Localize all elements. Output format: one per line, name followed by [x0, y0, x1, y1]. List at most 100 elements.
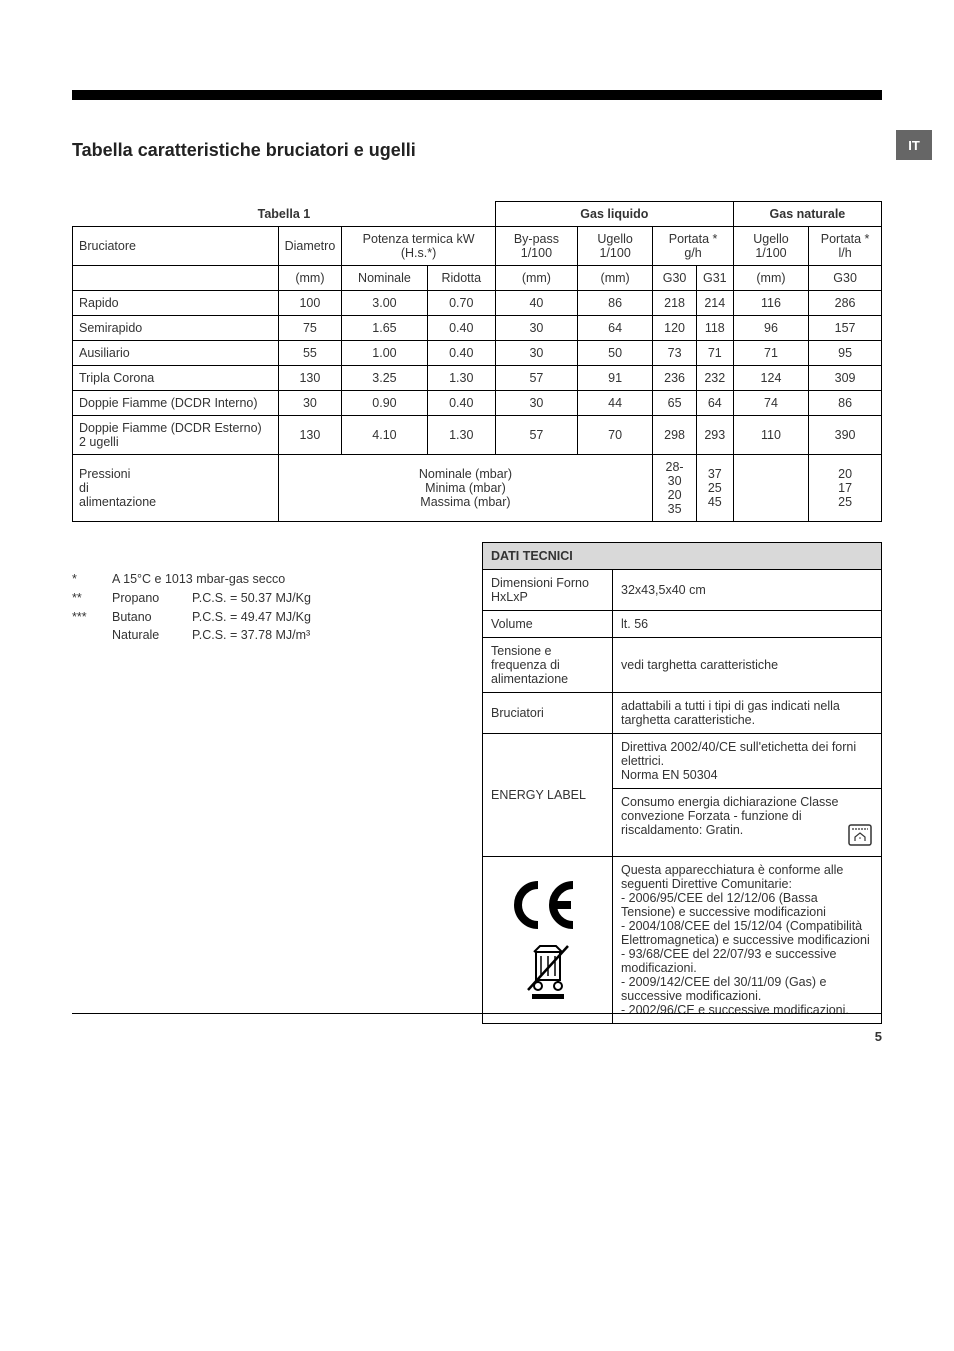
cell: 50 [577, 341, 652, 366]
cell: 298 [653, 416, 696, 455]
burner-table: Tabella 1 Gas liquido Gas naturale Bruci… [72, 201, 882, 522]
u-mm-4: (mm) [733, 266, 808, 291]
u-g31: G31 [696, 266, 733, 291]
u-mm-2: (mm) [495, 266, 577, 291]
cell: 4.10 [342, 416, 427, 455]
dim-val: 32x43,5x40 cm [613, 570, 882, 611]
ce-cell [483, 857, 613, 1024]
pressure-g30: 28-30 20 35 [653, 455, 696, 522]
cell: 118 [696, 316, 733, 341]
cell: 70 [577, 416, 652, 455]
u-mm-3: (mm) [577, 266, 652, 291]
cell: 0.40 [427, 391, 495, 416]
cell: 130 [278, 366, 342, 391]
cell: 30 [495, 391, 577, 416]
cell: 74 [733, 391, 808, 416]
cell: 218 [653, 291, 696, 316]
cell: 86 [809, 391, 882, 416]
energy-val2-text: Consumo energia dichiarazione Classe con… [621, 795, 838, 837]
vol-label: Volume [483, 611, 613, 638]
table-row: Tripla Corona1303.251.305791236232124309 [73, 366, 882, 391]
energy-val1: Direttiva 2002/40/CE sull'etichetta dei … [613, 734, 882, 789]
cell: 110 [733, 416, 808, 455]
cell: 30 [495, 316, 577, 341]
cell: 96 [733, 316, 808, 341]
fn-star-2: ** [72, 589, 112, 608]
cell: 44 [577, 391, 652, 416]
fn-star-1: * [72, 570, 112, 589]
gratin-icon [847, 823, 873, 850]
fn-star-3: *** [72, 608, 112, 627]
tech-title: DATI TECNICI [483, 543, 882, 570]
cell: 390 [809, 416, 882, 455]
cell: 71 [696, 341, 733, 366]
cell: Semirapido [73, 316, 279, 341]
u-nominale: Nominale [342, 266, 427, 291]
footnotes: *A 15°C e 1013 mbar-gas secco **PropanoP… [72, 570, 462, 645]
u-mm-1: (mm) [278, 266, 342, 291]
col-gas-liquido: Gas liquido [495, 202, 733, 227]
cell: 1.30 [427, 366, 495, 391]
page-number: 5 [875, 1029, 882, 1044]
h-bypass: By-pass 1/100 [495, 227, 577, 266]
cell: 30 [495, 341, 577, 366]
cell: 100 [278, 291, 342, 316]
table-row: Rapido1003.000.704086218214116286 [73, 291, 882, 316]
cell: Rapido [73, 291, 279, 316]
cell: 120 [653, 316, 696, 341]
cell: 236 [653, 366, 696, 391]
cell: 0.70 [427, 291, 495, 316]
cell: 65 [653, 391, 696, 416]
fn-text-1: A 15°C e 1013 mbar-gas secco [112, 570, 285, 589]
cell: 293 [696, 416, 733, 455]
dim-label: Dimensioni Forno HxLxP [483, 570, 613, 611]
cell: 309 [809, 366, 882, 391]
footer-rule [72, 1013, 882, 1014]
h-portata-lh: Portata * l/h [809, 227, 882, 266]
cell: 57 [495, 416, 577, 455]
pressure-label: Pressionidialimentazione [73, 455, 279, 522]
cell: 130 [278, 416, 342, 455]
cell: 91 [577, 366, 652, 391]
cell: 124 [733, 366, 808, 391]
cell: 116 [733, 291, 808, 316]
h-potenza: Potenza termica kW (H.s.*) [342, 227, 496, 266]
tens-val: vedi targhetta caratteristiche [613, 638, 882, 693]
cell: 30 [278, 391, 342, 416]
cell: 286 [809, 291, 882, 316]
cell: 3.25 [342, 366, 427, 391]
ce-mark-icon [513, 880, 583, 930]
u-g30-2: G30 [809, 266, 882, 291]
h-ugello2: Ugello 1/100 [733, 227, 808, 266]
weee-icon [526, 944, 570, 1000]
fn-val-2: P.C.S. = 50.37 MJ/Kg [192, 589, 311, 608]
cell: 232 [696, 366, 733, 391]
tens-label: Tensione e frequenza di alimentazione [483, 638, 613, 693]
fn-val-3: P.C.S. = 49.47 MJ/Kg [192, 608, 311, 627]
cell: 40 [495, 291, 577, 316]
fn-val-4: P.C.S. = 37.78 MJ/m³ [192, 626, 310, 645]
cell: 55 [278, 341, 342, 366]
fn-star-4 [72, 626, 112, 645]
cell: 1.65 [342, 316, 427, 341]
fn-gas-2: Propano [112, 589, 192, 608]
cell: Doppie Fiamme (DCDR Esterno) 2 ugelli [73, 416, 279, 455]
pressure-nat: 20 17 25 [809, 455, 882, 522]
ce-val: Questa apparecchiatura è conforme alle s… [613, 857, 882, 1024]
h-diametro: Diametro [278, 227, 342, 266]
cell: 73 [653, 341, 696, 366]
cell: 0.90 [342, 391, 427, 416]
energy-val2: Consumo energia dichiarazione Classe con… [613, 789, 882, 857]
h-ugello1: Ugello 1/100 [577, 227, 652, 266]
cell: 95 [809, 341, 882, 366]
cell: 57 [495, 366, 577, 391]
cell: 64 [577, 316, 652, 341]
table1-label: Tabella 1 [73, 202, 496, 227]
vol-val: lt. 56 [613, 611, 882, 638]
cell: 1.30 [427, 416, 495, 455]
cell: 157 [809, 316, 882, 341]
cell: 3.00 [342, 291, 427, 316]
fn-gas-4: Naturale [112, 626, 192, 645]
table-row: Ausiliario551.000.40305073717195 [73, 341, 882, 366]
col-gas-naturale: Gas naturale [733, 202, 881, 227]
